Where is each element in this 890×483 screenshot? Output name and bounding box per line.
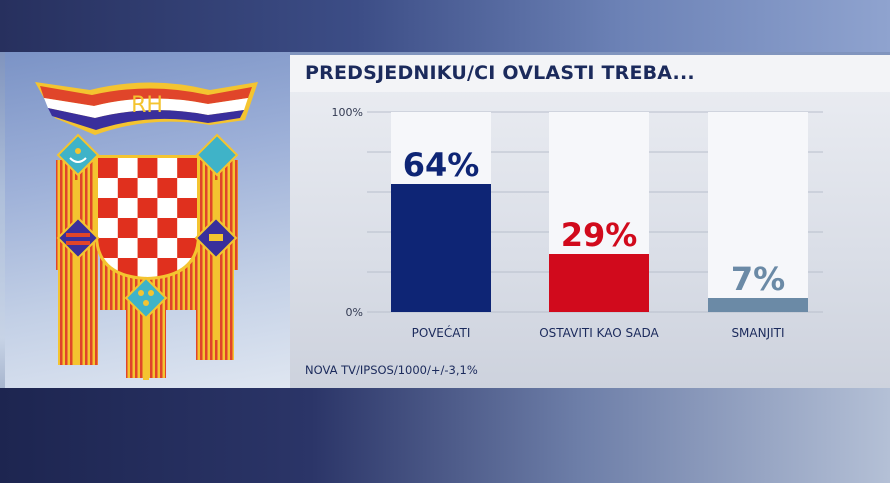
- bar-chart: 0% 100% 64% POVEĆATI 29% OSTAVITI KAO SADA 7% S…: [332, 106, 823, 340]
- background-bottom: [0, 388, 890, 483]
- y-tick-label: 100%: [332, 106, 363, 119]
- bar-value-label: 7%: [731, 260, 785, 298]
- emblem-panel: RH: [5, 52, 290, 388]
- bar-value-label: 64%: [403, 146, 480, 184]
- bar-1: [391, 184, 491, 312]
- croatian-coat-of-arms-icon: RH: [35, 82, 258, 380]
- category-label: POVEĆATI: [412, 325, 471, 340]
- y-tick-label: 0%: [346, 306, 363, 319]
- bar-3: [708, 298, 808, 312]
- chart-header: PREDSJEDNIKU/CI OVLASTI TREBA...: [290, 55, 890, 92]
- chart-panel: PREDSJEDNIKU/CI OVLASTI TREBA... 0% 100% 6…: [290, 55, 890, 388]
- bar-2: [549, 254, 649, 312]
- emblem-text: RH: [131, 93, 163, 118]
- chart-title: PREDSJEDNIKU/CI OVLASTI TREBA...: [305, 62, 695, 84]
- chart-source: NOVA TV/IPSOS/1000/+/-3,1%: [305, 363, 478, 377]
- category-label: OSTAVITI KAO SADA: [539, 326, 659, 340]
- bar-column: [708, 112, 808, 312]
- background-top: [0, 0, 890, 52]
- category-label: SMANJITI: [731, 326, 784, 340]
- bar-value-label: 29%: [561, 216, 638, 254]
